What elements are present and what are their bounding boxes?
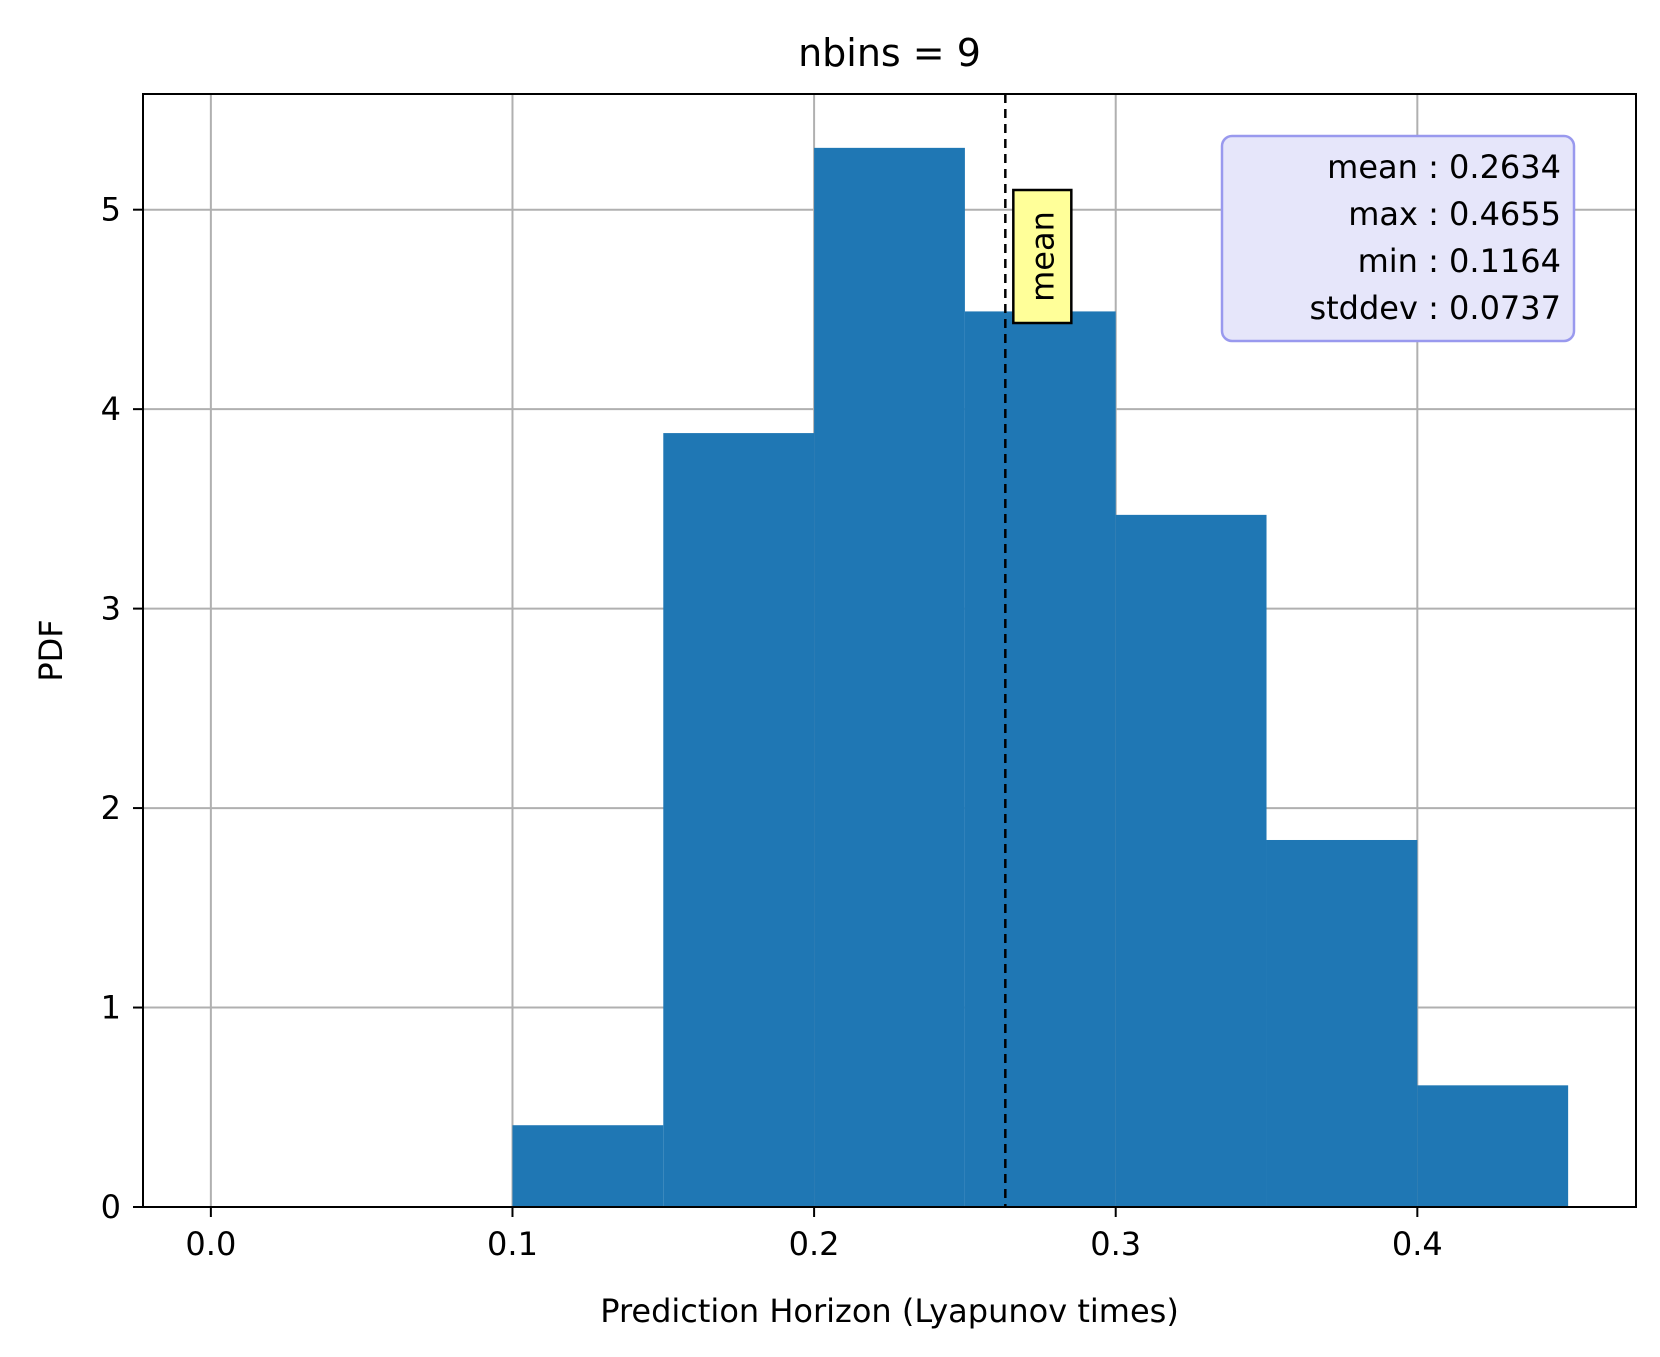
chart-title: nbins = 9 [798, 31, 981, 75]
histogram-bars [512, 147, 1569, 1208]
stats-line: stddev : 0.0737 [1309, 289, 1561, 327]
histogram-bar [1115, 514, 1267, 1207]
histogram-bar [1417, 1085, 1569, 1207]
histogram-bar [814, 147, 965, 1207]
y-tick-label: 0 [101, 1188, 121, 1226]
histogram-bar [1266, 839, 1418, 1207]
stats-line: max : 0.4655 [1348, 195, 1561, 233]
histogram-bar [964, 311, 1116, 1208]
histogram-bar [663, 433, 815, 1207]
x-tick-label: 0.4 [1392, 1225, 1443, 1263]
x-tick-label: 0.2 [789, 1225, 840, 1263]
stats-box-background [1220, 134, 1576, 343]
mean-label-box [1012, 188, 1073, 325]
x-tick-label: 0.3 [1090, 1225, 1141, 1263]
x-axis-label: Prediction Horizon (Lyapunov times) [600, 1292, 1179, 1330]
y-tick-label: 3 [101, 590, 121, 628]
x-tick-label: 0.0 [185, 1225, 236, 1263]
stats-box: mean : 0.2634 max : 0.4655 min : 0.1164 std… [1220, 134, 1576, 343]
x-tick-label: 0.1 [487, 1225, 538, 1263]
y-tick-label: 5 [101, 191, 121, 229]
y-tick-label: 1 [101, 989, 121, 1027]
y-tick-label: 4 [101, 390, 121, 428]
y-tick-label: 2 [101, 789, 121, 827]
histogram-bar [512, 1125, 664, 1207]
stats-line: min : 0.1164 [1358, 242, 1561, 280]
axis-ticks: 0.0 0.1 0.2 0.3 0.4 0 1 2 3 4 5 [101, 191, 1443, 1263]
mean-marker: mean [1004, 94, 1073, 1207]
stats-line: mean : 0.2634 [1327, 148, 1561, 186]
mean-label: mean [1023, 211, 1061, 302]
y-axis-label: PDF [32, 619, 70, 681]
axes-frame [142, 93, 1637, 1208]
